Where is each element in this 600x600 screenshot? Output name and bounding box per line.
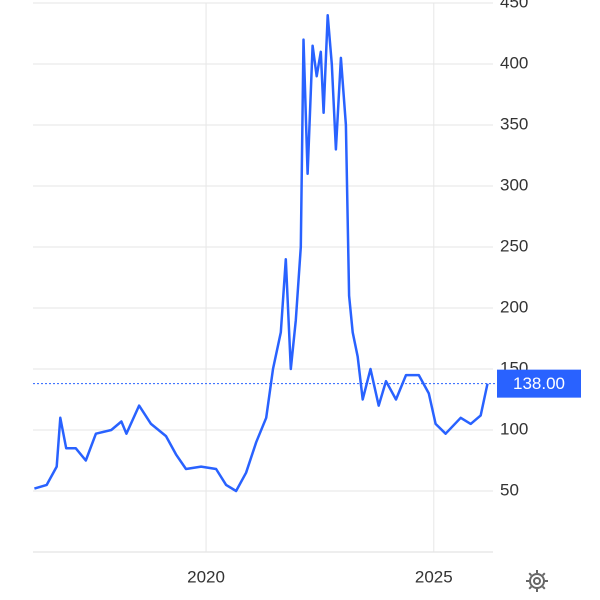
last-value-label: 138.00 bbox=[513, 374, 565, 393]
settings-icon[interactable] bbox=[526, 570, 548, 592]
y-tick-label: 200 bbox=[500, 297, 528, 316]
y-tick-label: 300 bbox=[500, 175, 528, 194]
y-tick-label: 100 bbox=[500, 419, 528, 438]
x-tick-label: 2020 bbox=[187, 567, 225, 586]
x-tick-label: 2025 bbox=[415, 567, 453, 586]
data-line bbox=[34, 13, 489, 493]
gear-hub bbox=[533, 577, 541, 585]
y-tick-label: 400 bbox=[500, 53, 528, 72]
gear-ring bbox=[529, 573, 545, 589]
last-value-box bbox=[497, 369, 581, 398]
y-tick-label: 50 bbox=[500, 480, 519, 499]
y-tick-label: 350 bbox=[500, 114, 528, 133]
gear-teeth bbox=[526, 570, 548, 592]
y-tick-label: 250 bbox=[500, 236, 528, 255]
y-tick-label: 450 bbox=[500, 0, 528, 11]
